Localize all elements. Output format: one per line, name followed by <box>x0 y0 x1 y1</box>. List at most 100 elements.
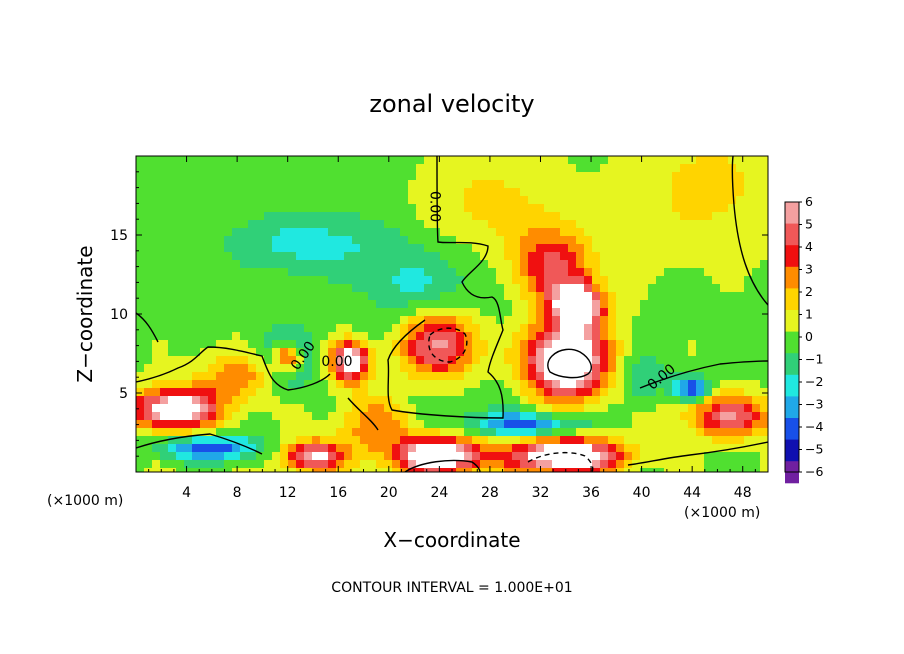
heatmap-cell <box>232 380 241 389</box>
heatmap-cell <box>408 444 417 453</box>
heatmap-cell <box>720 372 729 381</box>
heatmap-cell <box>592 460 601 469</box>
heatmap-cell <box>160 420 169 429</box>
heatmap-cell <box>144 196 153 205</box>
heatmap-cell <box>464 212 473 221</box>
heatmap-cell <box>208 228 217 237</box>
heatmap-cell <box>360 404 369 413</box>
heatmap-cell <box>360 244 369 253</box>
heatmap-cell <box>720 468 729 472</box>
contour-line-left <box>136 346 331 391</box>
heatmap-cell <box>224 188 233 197</box>
heatmap-cell <box>280 212 289 221</box>
heatmap-cell <box>296 164 305 173</box>
heatmap-cell <box>528 428 537 437</box>
heatmap-cell <box>296 292 305 301</box>
heatmap-cell <box>632 228 641 237</box>
heatmap-cell <box>496 356 505 365</box>
heatmap-cell <box>168 380 177 389</box>
heatmap-cell <box>328 164 337 173</box>
heatmap-cell <box>408 364 417 373</box>
heatmap-cell <box>288 372 297 381</box>
heatmap-cell <box>264 164 273 173</box>
heatmap-cell <box>360 172 369 181</box>
heatmap-cell <box>384 276 393 285</box>
heatmap-cell <box>704 252 713 261</box>
heatmap-cell <box>544 444 553 453</box>
colorbar-swatch <box>785 374 799 397</box>
heatmap-cell <box>472 316 481 325</box>
heatmap-cell <box>576 340 585 349</box>
heatmap-cell <box>360 204 369 213</box>
heatmap-cell <box>560 388 569 397</box>
heatmap-cell <box>472 300 481 309</box>
heatmap-cell <box>448 228 457 237</box>
heatmap-cell <box>712 172 721 181</box>
heatmap-cell <box>728 316 737 325</box>
heatmap-cell <box>272 380 281 389</box>
heatmap-cell <box>240 284 249 293</box>
heatmap-cell <box>512 188 521 197</box>
heatmap-cell <box>432 324 441 333</box>
heatmap-cell <box>400 324 409 333</box>
heatmap-cell <box>512 452 521 461</box>
heatmap-cell <box>232 228 241 237</box>
heatmap-cell <box>728 396 737 405</box>
heatmap-cell <box>728 284 737 293</box>
heatmap-cell <box>672 172 681 181</box>
heatmap-cell <box>448 212 457 221</box>
heatmap-cell <box>160 180 169 189</box>
heatmap-cell <box>200 156 209 165</box>
heatmap-cell <box>344 452 353 461</box>
heatmap-cell <box>416 180 425 189</box>
heatmap-cell <box>368 460 377 469</box>
heatmap-cell <box>472 412 481 421</box>
heatmap-cell <box>160 252 169 261</box>
heatmap-cell <box>368 252 377 261</box>
heatmap-cell <box>744 372 753 381</box>
heatmap-cell <box>624 252 633 261</box>
heatmap-cell <box>304 164 313 173</box>
heatmap-cell <box>480 164 489 173</box>
heatmap-cell <box>584 276 593 285</box>
heatmap-cell <box>592 252 601 261</box>
heatmap-cell <box>448 260 457 269</box>
heatmap-cell <box>248 372 257 381</box>
heatmap-cell <box>544 188 553 197</box>
heatmap-cell <box>536 404 545 413</box>
heatmap-cell <box>272 348 281 357</box>
heatmap-cell <box>584 268 593 277</box>
heatmap-cell <box>712 196 721 205</box>
heatmap-cell <box>384 428 393 437</box>
heatmap-cell <box>632 204 641 213</box>
heatmap-cell <box>184 220 193 229</box>
heatmap-cell <box>488 180 497 189</box>
heatmap-cell <box>400 196 409 205</box>
heatmap-cell <box>184 196 193 205</box>
colorbar-label: −1 <box>805 352 823 367</box>
colorbar-label: 6 <box>805 194 813 209</box>
heatmap-cell <box>448 292 457 301</box>
heatmap-cell <box>520 244 529 253</box>
heatmap-cell <box>144 244 153 253</box>
heatmap-cell <box>608 404 617 413</box>
heatmap-cell <box>512 364 521 373</box>
heatmap-cell <box>248 172 257 181</box>
heatmap-cell <box>240 292 249 301</box>
heatmap-cell <box>512 404 521 413</box>
heatmap-cell <box>152 180 161 189</box>
heatmap-cell <box>664 428 673 437</box>
heatmap-cell <box>184 388 193 397</box>
heatmap-cell <box>480 196 489 205</box>
heatmap-cell <box>544 252 553 261</box>
heatmap-cell <box>472 372 481 381</box>
heatmap-cell <box>208 412 217 421</box>
heatmap-cell <box>568 452 577 461</box>
heatmap-cell <box>192 220 201 229</box>
heatmap-cell <box>352 156 361 165</box>
heatmap-cell <box>208 356 217 365</box>
heatmap-cell <box>136 260 145 269</box>
heatmap-cell <box>480 180 489 189</box>
heatmap-cell <box>648 388 657 397</box>
heatmap-cell <box>528 228 537 237</box>
